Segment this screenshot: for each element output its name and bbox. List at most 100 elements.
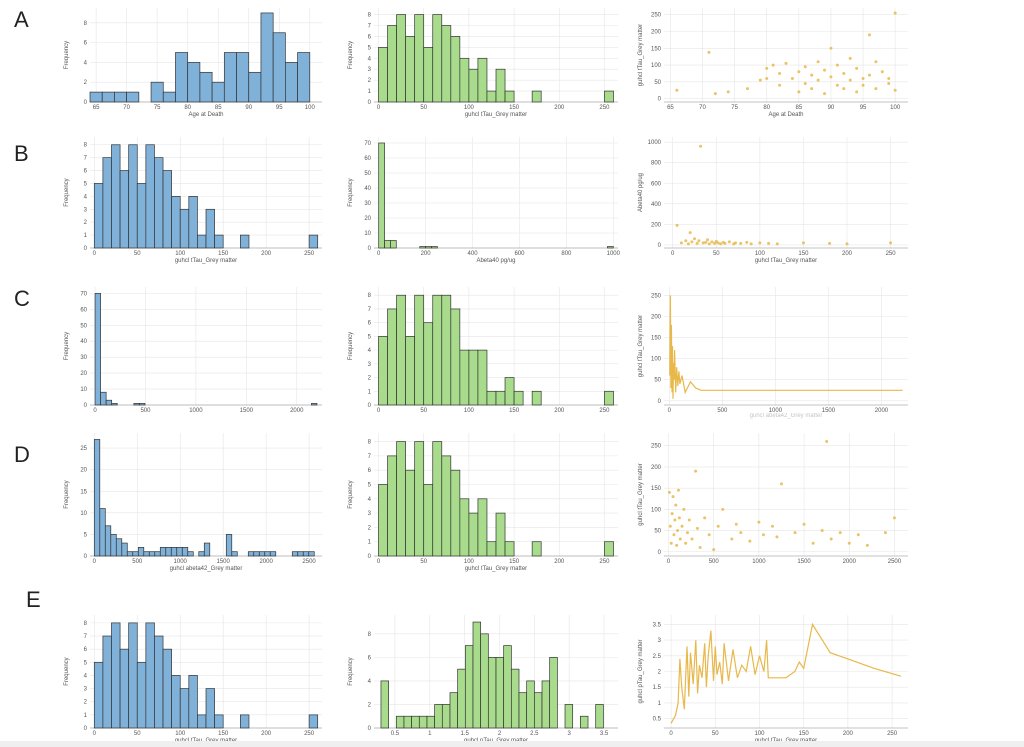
histogram-bar (432, 294, 443, 406)
scatter-point (867, 33, 871, 37)
scatter-point (793, 531, 797, 535)
scatter-point (667, 490, 671, 494)
histogram-bar (450, 36, 461, 103)
y-tick-label: 8 (368, 440, 372, 446)
series-line (669, 295, 903, 399)
y-tick-label: 4 (368, 56, 372, 62)
scatter-point (687, 518, 691, 522)
x-tick-label: 0 (668, 408, 672, 414)
histogram-bar (126, 91, 140, 103)
histogram-bar (162, 648, 172, 729)
scatter-point (727, 240, 731, 244)
panel-label-c: C (14, 286, 30, 311)
x-tick-label: 150 (218, 731, 229, 737)
scatter-point (816, 60, 820, 64)
y-tick-label: 2.5 (653, 654, 662, 660)
x-axis-label: Abeta40 pg/ug (476, 258, 515, 264)
scatter-point (775, 535, 779, 539)
y-tick-label: 5 (368, 482, 372, 488)
x-tick-label: 90 (245, 105, 252, 111)
histogram-bar (504, 90, 515, 103)
scatter-point (697, 239, 701, 243)
histogram-bar (604, 90, 614, 103)
y-tick-label: 150 (651, 486, 662, 492)
y-tick-label: 200 (651, 465, 662, 471)
x-tick-label: 95 (276, 105, 283, 111)
y-tick-label: 200 (651, 30, 662, 36)
histogram-bar (89, 91, 103, 103)
x-tick-label: 500 (717, 408, 728, 414)
histogram-bar (414, 294, 425, 406)
scatter-point (847, 541, 851, 545)
y-axis-label: guhcl pTau_Grey matter (638, 639, 644, 703)
histogram-bar (503, 645, 512, 729)
scatter-point (761, 533, 765, 537)
scatter-point (684, 541, 688, 545)
y-tick-label: 5 (84, 532, 88, 538)
histogram-bar (181, 547, 189, 557)
scatter-point (771, 63, 775, 67)
y-tick-label: 6 (368, 468, 372, 474)
histogram-bar (205, 688, 215, 729)
scatter-point (695, 241, 699, 245)
y-tick-label: 3 (368, 362, 372, 368)
histogram-bar (100, 391, 107, 406)
x-tick-label: 1 (428, 731, 432, 737)
x-tick-label: 600 (514, 251, 525, 257)
x-tick-label: 1500 (217, 559, 231, 565)
histogram-bar (378, 46, 388, 103)
histogram-bar (188, 675, 198, 729)
y-tick-label: 200 (651, 222, 662, 228)
histogram-bar (150, 81, 164, 103)
histogram-bar (236, 52, 250, 103)
y-tick-label: 5 (84, 660, 88, 666)
histogram-bar (395, 715, 405, 729)
x-tick-label: 0 (93, 559, 97, 565)
histogram-bar (531, 541, 542, 557)
chart-e2: 0.511.522.533.502468guhcl pTau_Grey matt… (348, 615, 618, 744)
scatter-point (690, 537, 694, 541)
scatter-point (716, 524, 720, 528)
scatter-point (748, 539, 752, 543)
y-tick-label: 20 (80, 468, 87, 474)
y-tick-label: 1 (84, 233, 88, 239)
scatter-point (704, 240, 708, 244)
histogram-bar (425, 246, 432, 249)
x-tick-label: 1000 (189, 408, 203, 414)
y-tick-label: 2 (368, 376, 372, 382)
y-tick-label: 40 (80, 339, 87, 345)
y-tick-label: 6 (368, 321, 372, 327)
scatter-point (682, 507, 686, 511)
histogram-bar (111, 622, 121, 729)
panel-label-b: B (14, 141, 29, 166)
x-tick-label: 1000 (174, 559, 188, 565)
histogram-bar (432, 14, 443, 103)
scatter-point (758, 241, 762, 245)
y-tick-label: 400 (651, 202, 662, 208)
scatter-point (712, 548, 716, 552)
x-tick-label: 150 (509, 559, 520, 565)
series-line (670, 622, 902, 724)
y-axis-label: Frequency (348, 41, 354, 69)
histogram-bar (110, 534, 117, 557)
x-tick-label: 250 (599, 559, 610, 565)
x-tick-label: 1000 (769, 408, 783, 414)
x-tick-label: 100 (754, 731, 765, 737)
x-axis-label: guhcl tTau_Grey matter (465, 566, 527, 572)
y-tick-label: 30 (364, 201, 371, 207)
histogram-bar (272, 32, 286, 103)
histogram-bar (285, 62, 298, 103)
y-tick-label: 2 (84, 80, 88, 86)
scatter-point (775, 242, 779, 246)
histogram-bar (170, 547, 178, 557)
histogram-bar (162, 170, 172, 249)
y-tick-label: 50 (654, 529, 661, 535)
y-tick-label: 1 (658, 701, 662, 707)
x-tick-label: 2.5 (530, 731, 539, 737)
y-tick-label: 0 (368, 554, 372, 560)
scatter-point (893, 88, 897, 92)
y-tick-label: 1 (368, 540, 372, 546)
histogram-bar (434, 704, 443, 729)
x-tick-label: 75 (731, 105, 738, 111)
histogram-bar (105, 399, 113, 406)
